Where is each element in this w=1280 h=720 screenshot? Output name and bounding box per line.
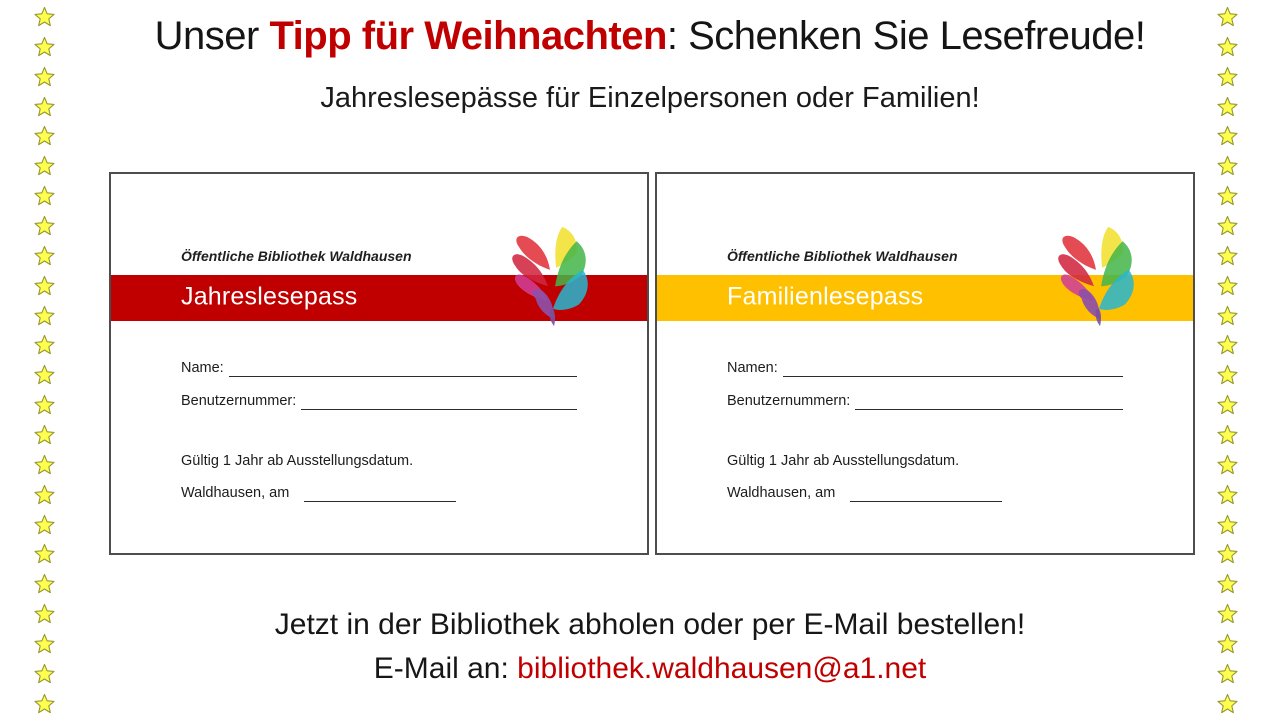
star-icon [1217,36,1238,57]
title-suffix: : Schenken Sie Lesefreude! [666,14,1146,58]
place-date-label: Waldhausen, am [181,485,290,501]
star-icon [34,66,55,86]
star-icon [1217,395,1238,415]
library-name: Öffentliche Bibliothek Waldhausen [727,248,958,264]
place-date-row: Waldhausen, am [181,485,577,502]
star-icon [1217,156,1238,176]
validity-note: Gültig 1 Jahr ab Ausstellungsdatum. [727,453,960,469]
star-border-right [1216,0,1240,720]
names-field-label: Namen: [727,360,778,376]
butterfly-book-logo-icon [1055,224,1141,328]
star-icon [1217,186,1238,206]
star-icon [34,454,55,475]
star-icon [34,156,55,176]
star-icon [34,275,55,295]
star-icon [34,365,55,385]
star-icon [1217,604,1238,624]
star-icon [1217,335,1238,355]
star-icon [1217,633,1238,654]
star-icon [1217,305,1238,325]
usernumbers-field-label: Benutzernummern: [727,393,851,409]
butterfly-book-logo-icon [509,224,595,328]
usernumber-field-label: Benutzernummer: [181,393,297,409]
name-field-line [228,366,577,377]
star-icon [34,245,55,266]
star-icon [34,126,55,146]
star-icon [1217,574,1238,594]
page-title: Unser Tipp für Weihnachten: Schenken Sie… [20,14,1280,59]
star-icon [34,36,55,57]
star-icon [34,215,55,236]
star-icon [1217,454,1238,475]
star-icon [1217,484,1238,504]
star-icon [34,424,55,445]
page-subtitle: Jahreslesepässe für Einzelpersonen oder … [320,82,980,114]
usernumbers-field-line [855,399,1123,410]
place-date-row: Waldhausen, am [727,485,1123,502]
jahreslesepass-card: Öffentliche Bibliothek Waldhausen Jahres… [109,172,649,555]
star-border-left [33,0,57,720]
validity-note: Gültig 1 Jahr ab Ausstellungsdatum. [181,453,414,469]
star-icon [1217,544,1238,564]
star-icon [34,574,55,594]
usernumbers-field-row: Benutzernummern: [727,393,1123,410]
star-icon [34,305,55,325]
star-icon [34,514,55,534]
name-field-label: Name: [181,360,224,376]
footer-call-to-action: Jetzt in der Bibliothek abholen oder per… [274,608,1026,641]
title-highlight: Tipp für Weihnachten [269,14,667,58]
star-icon [1217,96,1238,116]
familienlesepass-card: Öffentliche Bibliothek Waldhausen Famili… [655,172,1195,555]
place-date-label: Waldhausen, am [727,485,836,501]
pass-title: Familienlesepass [727,282,924,311]
star-icon [1217,514,1238,534]
name-field-row: Name: [181,360,577,377]
star-icon [34,544,55,564]
usernumber-field-line [301,399,577,410]
title-prefix: Unser [154,14,270,58]
usernumber-field-row: Benutzernummer: [181,393,577,410]
star-icon [34,693,55,713]
star-icon [34,604,55,624]
star-icon [34,96,55,116]
email-label: E-Mail an: [373,652,518,685]
star-icon [34,395,55,415]
library-name: Öffentliche Bibliothek Waldhausen [181,248,412,264]
star-icon [1217,275,1238,295]
star-icon [1217,693,1238,713]
names-field-line [782,366,1123,377]
star-icon [34,6,55,27]
footer-email-line: E-Mail an: bibliothek.waldhausen@a1.net [20,652,1280,686]
names-field-row: Namen: [727,360,1123,377]
star-icon [34,335,55,355]
star-icon [1217,126,1238,146]
star-icon [34,186,55,206]
email-address[interactable]: bibliothek.waldhausen@a1.net [517,652,927,685]
star-icon [1217,663,1238,684]
pass-title: Jahreslesepass [181,282,358,311]
star-icon [1217,215,1238,236]
star-icon [1217,365,1238,385]
star-icon [1217,424,1238,445]
star-icon [34,484,55,504]
star-icon [1217,6,1238,27]
star-icon [1217,245,1238,266]
star-icon [34,663,55,684]
star-icon [34,633,55,654]
date-field-line [304,491,457,502]
date-field-line [850,491,1003,502]
star-icon [1217,66,1238,86]
